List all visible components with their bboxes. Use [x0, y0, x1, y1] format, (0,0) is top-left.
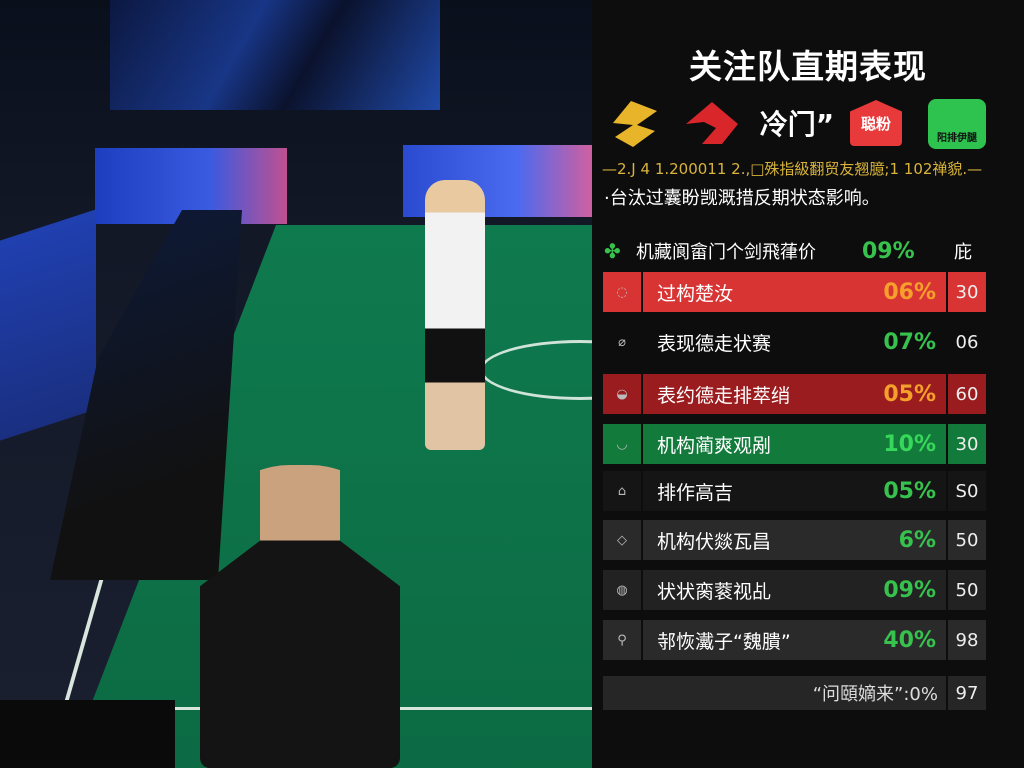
row-icon: ◒ — [603, 374, 641, 414]
row-end-value: 50 — [948, 570, 986, 610]
row-label: 表约德走排萃绡 — [657, 384, 791, 407]
row-icon: ◌ — [603, 272, 641, 312]
stat-row: ⌂ 排作高吉 05% S0 — [603, 471, 986, 511]
row-label: 机构伏燚瓦昌 — [657, 530, 772, 553]
header-label: 机藏阆畲门个剑飛葎价 — [636, 242, 816, 263]
row-label: 邿恢瀻子“魏膭” — [657, 630, 791, 653]
row-icon: ⚲ — [603, 620, 641, 660]
row-pct: 07% — [883, 329, 936, 355]
stats-header: ✤ 机藏阆畲门个剑飛葎价 09% 庇 — [604, 238, 984, 264]
row-pct: 06% — [883, 279, 936, 305]
team-stats-panel: 关注队直期表现 冷门” 聪粉 阳排伊腿 —2.J 4 1.200011 2.,□… — [592, 0, 1024, 768]
subtitle-line-2: ·台汰过囊盼觊溉措反期状态影响。 — [604, 188, 880, 209]
row-icon: ◍ — [603, 570, 641, 610]
row-label: 表现德走状赛 — [657, 332, 772, 355]
stat-row: ◌ 过构楚汝 06% 30 — [603, 272, 986, 312]
clover-icon: ✤ — [604, 239, 621, 263]
row-end-value: 30 — [948, 424, 986, 464]
row-end-value: S0 — [948, 471, 986, 511]
row-pct: 09% — [883, 577, 936, 603]
row-end-value: 98 — [948, 620, 986, 660]
row-end-value: 30 — [948, 272, 986, 312]
row-end-value: 50 — [948, 520, 986, 560]
arena-screen — [110, 0, 440, 110]
row-icon: ◇ — [603, 520, 641, 560]
red-badge: 聪粉 — [850, 100, 902, 146]
row-end-value: 06 — [948, 322, 986, 362]
camera-equipment — [0, 700, 175, 768]
subtitle-line-1: —2.J 4 1.200011 2.,□殊指級翻贸友翘臆;1 102禅貌.— — [602, 160, 983, 178]
stat-row: ◇ 机构伏燚瓦昌 6% 50 — [603, 520, 986, 560]
panel-title: 关注队直期表现 — [689, 47, 927, 86]
footer-label: “问頤嫡来”:0% — [812, 684, 938, 705]
row-label: 状状脔蓘视乩 — [657, 580, 772, 603]
esports-arena-photo — [0, 0, 592, 768]
stat-row: ⚲ 邿恢瀻子“魏膭” 40% 98 — [603, 620, 986, 660]
row-pct: 05% — [883, 478, 936, 504]
row-pct: 10% — [883, 431, 936, 457]
row-pct: 05% — [883, 381, 936, 407]
row-pct: 6% — [898, 527, 936, 553]
stat-row: ◒ 表约德走排萃绡 05% 60 — [603, 374, 986, 414]
stat-row: ◍ 状状脔蓘视乩 09% 50 — [603, 570, 986, 610]
footer-row: “问頤嫡来”:0% 97 — [603, 676, 986, 710]
row-pct: 40% — [883, 627, 936, 653]
side-banner — [0, 209, 96, 441]
green-badge: 阳排伊腿 — [928, 99, 986, 149]
header-end: 庇 — [954, 242, 972, 263]
header-pct: 09% — [862, 238, 915, 264]
footer-end: 97 — [948, 676, 986, 710]
row-label: 机构蔺爽观剐 — [657, 434, 772, 457]
row-icon: ⌀ — [603, 322, 641, 362]
row-label: 过构楚汝 — [657, 282, 734, 305]
stat-row: ◡ 机构蔺爽观剐 10% 30 — [603, 424, 986, 464]
standing-player — [425, 180, 485, 450]
row-label: 排作高吉 — [657, 481, 734, 504]
row-icon: ⌂ — [603, 471, 641, 511]
stat-row: ⌀ 表现德走状赛 07% 06 — [603, 322, 986, 362]
text-logo: 冷门” — [759, 108, 835, 141]
row-icon: ◡ — [603, 424, 641, 464]
red-team-logo — [680, 97, 744, 149]
row-end-value: 60 — [948, 374, 986, 414]
yellow-team-logo — [606, 97, 664, 149]
